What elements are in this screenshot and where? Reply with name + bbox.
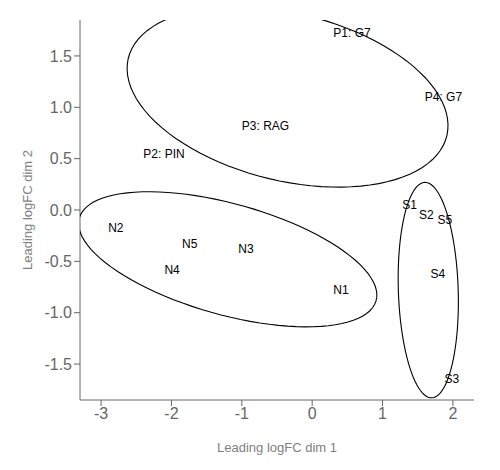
svg-text:N5: N5 xyxy=(182,237,198,251)
svg-text:N1: N1 xyxy=(333,283,349,297)
svg-text:-1: -1 xyxy=(235,405,249,422)
svg-text:P1: G7: P1: G7 xyxy=(333,26,371,40)
svg-text:0: 0 xyxy=(308,405,317,422)
svg-text:-1.0: -1.0 xyxy=(44,304,72,321)
svg-text:2: 2 xyxy=(448,405,457,422)
svg-text:S3: S3 xyxy=(444,372,459,386)
svg-text:1.0: 1.0 xyxy=(50,99,72,116)
svg-text:-0.5: -0.5 xyxy=(44,253,72,270)
svg-text:P3: RAG: P3: RAG xyxy=(242,119,289,133)
svg-text:N4: N4 xyxy=(164,263,180,277)
svg-text:-2: -2 xyxy=(164,405,178,422)
svg-text:S4: S4 xyxy=(430,267,445,281)
svg-text:N2: N2 xyxy=(108,221,124,235)
svg-text:S5: S5 xyxy=(437,213,452,227)
svg-text:N3: N3 xyxy=(238,242,254,256)
svg-text:Leading logFC dim 2: Leading logFC dim 2 xyxy=(20,150,35,270)
svg-text:-1.5: -1.5 xyxy=(44,356,72,373)
svg-text:P2: PIN: P2: PIN xyxy=(143,147,184,161)
svg-text:-3: -3 xyxy=(94,405,108,422)
svg-text:S2: S2 xyxy=(419,208,434,222)
svg-text:P4: G7: P4: G7 xyxy=(425,90,463,104)
svg-text:Leading logFC dim 1: Leading logFC dim 1 xyxy=(217,440,337,455)
svg-text:1: 1 xyxy=(378,405,387,422)
svg-text:S1: S1 xyxy=(402,198,417,212)
svg-text:1.5: 1.5 xyxy=(50,48,72,65)
svg-text:0.5: 0.5 xyxy=(50,150,72,167)
svg-text:0.0: 0.0 xyxy=(50,202,72,219)
